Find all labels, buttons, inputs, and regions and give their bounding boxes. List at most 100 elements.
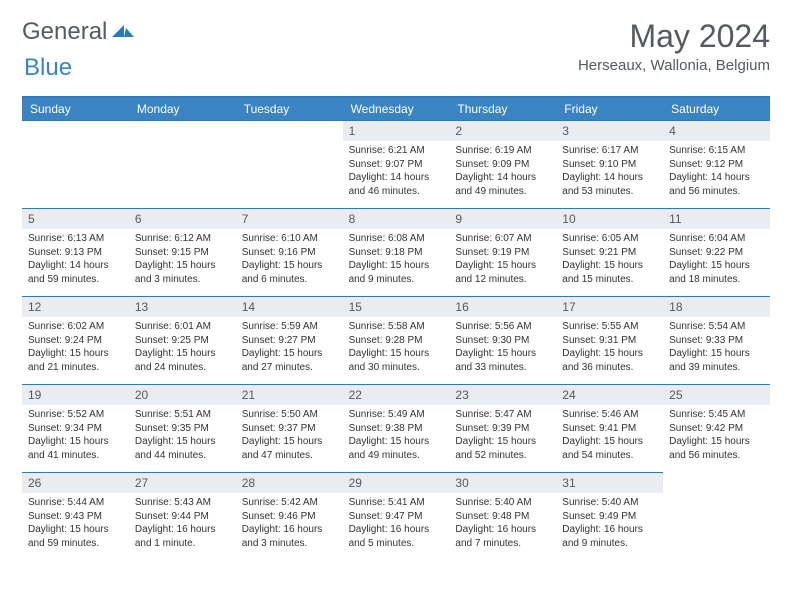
day-number: 22	[343, 385, 450, 405]
sunset-text: Sunset: 9:39 PM	[455, 422, 550, 436]
sunrise-text: Sunrise: 5:41 AM	[349, 496, 444, 510]
day-cell: 6Sunrise: 6:12 AMSunset: 9:15 PMDaylight…	[129, 208, 236, 296]
sunrise-text: Sunrise: 5:55 AM	[562, 320, 657, 334]
sunrise-text: Sunrise: 5:43 AM	[135, 496, 230, 510]
day-cell: 25Sunrise: 5:45 AMSunset: 9:42 PMDayligh…	[663, 384, 770, 472]
sunset-text: Sunset: 9:48 PM	[455, 510, 550, 524]
daylight-text: Daylight: 15 hours and 56 minutes.	[669, 435, 764, 462]
day-number: 29	[343, 473, 450, 493]
day-number: 17	[556, 297, 663, 317]
day-cell: 19Sunrise: 5:52 AMSunset: 9:34 PMDayligh…	[22, 384, 129, 472]
day-number: 25	[663, 385, 770, 405]
sunrise-text: Sunrise: 5:45 AM	[669, 408, 764, 422]
daylight-text: Daylight: 15 hours and 59 minutes.	[28, 523, 123, 550]
sunset-text: Sunset: 9:27 PM	[242, 334, 337, 348]
daylight-text: Daylight: 15 hours and 36 minutes.	[562, 347, 657, 374]
day-cell: 16Sunrise: 5:56 AMSunset: 9:30 PMDayligh…	[449, 296, 556, 384]
day-number: 13	[129, 297, 236, 317]
sunset-text: Sunset: 9:31 PM	[562, 334, 657, 348]
sunrise-text: Sunrise: 6:04 AM	[669, 232, 764, 246]
day-cell: 30Sunrise: 5:40 AMSunset: 9:48 PMDayligh…	[449, 472, 556, 560]
sunrise-text: Sunrise: 5:58 AM	[349, 320, 444, 334]
logo-text-1: General	[22, 18, 107, 46]
calendar-grid: SundayMondayTuesdayWednesdayThursdayFrid…	[22, 96, 770, 560]
day-number: 8	[343, 209, 450, 229]
sunset-text: Sunset: 9:18 PM	[349, 246, 444, 260]
day-number: 16	[449, 297, 556, 317]
day-number: 18	[663, 297, 770, 317]
daylight-text: Daylight: 15 hours and 3 minutes.	[135, 259, 230, 286]
daylight-text: Daylight: 15 hours and 12 minutes.	[455, 259, 550, 286]
day-number: 19	[22, 385, 129, 405]
day-number: 15	[343, 297, 450, 317]
sunset-text: Sunset: 9:49 PM	[562, 510, 657, 524]
sunrise-text: Sunrise: 6:15 AM	[669, 144, 764, 158]
logo-text-2: Blue	[24, 54, 72, 81]
day-cell: 15 Sunrise: 5:58 AMSunset: 9:28 PMDayligh…	[343, 296, 450, 384]
month-title: May 2024	[578, 18, 770, 55]
day-cell: 2Sunrise: 6:19 AMSunset: 9:09 PMDaylight…	[449, 120, 556, 208]
sunrise-text: Sunrise: 6:12 AM	[135, 232, 230, 246]
sunset-text: Sunset: 9:16 PM	[242, 246, 337, 260]
day-number: 23	[449, 385, 556, 405]
weekday-header: Thursday	[449, 98, 556, 120]
day-cell: 13Sunrise: 6:01 AMSunset: 9:25 PMDayligh…	[129, 296, 236, 384]
day-cell: 5Sunrise: 6:13 AMSunset: 9:13 PMDaylight…	[22, 208, 129, 296]
sunset-text: Sunset: 9:44 PM	[135, 510, 230, 524]
sunrise-text: Sunrise: 5:54 AM	[669, 320, 764, 334]
daylight-text: Daylight: 15 hours and 41 minutes.	[28, 435, 123, 462]
day-number: 5	[22, 209, 129, 229]
sunset-text: Sunset: 9:12 PM	[669, 158, 764, 172]
sunset-text: Sunset: 9:30 PM	[455, 334, 550, 348]
sunrise-text: Sunrise: 6:21 AM	[349, 144, 444, 158]
day-cell: 7Sunrise: 6:10 AMSunset: 9:16 PMDaylight…	[236, 208, 343, 296]
day-number: 28	[236, 473, 343, 493]
weekday-header: Monday	[129, 98, 236, 120]
sunset-text: Sunset: 9:15 PM	[135, 246, 230, 260]
sunset-text: Sunset: 9:37 PM	[242, 422, 337, 436]
day-cell: 23Sunrise: 5:47 AMSunset: 9:39 PMDayligh…	[449, 384, 556, 472]
day-cell: 10Sunrise: 6:05 AMSunset: 9:21 PMDayligh…	[556, 208, 663, 296]
day-cell: 12Sunrise: 6:02 AMSunset: 9:24 PMDayligh…	[22, 296, 129, 384]
daylight-text: Daylight: 16 hours and 9 minutes.	[562, 523, 657, 550]
daylight-text: Daylight: 15 hours and 39 minutes.	[669, 347, 764, 374]
day-number: 31	[556, 473, 663, 493]
daylight-text: Daylight: 14 hours and 53 minutes.	[562, 171, 657, 198]
sunrise-text: Sunrise: 5:40 AM	[455, 496, 550, 510]
sunrise-text: Sunrise: 5:52 AM	[28, 408, 123, 422]
weekday-header: Tuesday	[236, 98, 343, 120]
day-cell: 26Sunrise: 5:44 AMSunset: 9:43 PMDayligh…	[22, 472, 129, 560]
sunset-text: Sunset: 9:28 PM	[349, 334, 444, 348]
day-number: 21	[236, 385, 343, 405]
sunset-text: Sunset: 9:35 PM	[135, 422, 230, 436]
day-number: 26	[22, 473, 129, 493]
daylight-text: Daylight: 15 hours and 52 minutes.	[455, 435, 550, 462]
daylight-text: Daylight: 16 hours and 3 minutes.	[242, 523, 337, 550]
sunset-text: Sunset: 9:13 PM	[28, 246, 123, 260]
day-cell: 24Sunrise: 5:46 AMSunset: 9:41 PMDayligh…	[556, 384, 663, 472]
sunrise-text: Sunrise: 5:46 AM	[562, 408, 657, 422]
sunset-text: Sunset: 9:10 PM	[562, 158, 657, 172]
daylight-text: Daylight: 15 hours and 21 minutes.	[28, 347, 123, 374]
sunset-text: Sunset: 9:24 PM	[28, 334, 123, 348]
sunset-text: Sunset: 9:38 PM	[349, 422, 444, 436]
day-number: 7	[236, 209, 343, 229]
empty-cell	[236, 120, 343, 208]
logo: General	[22, 18, 136, 46]
sunrise-text: Sunrise: 5:59 AM	[242, 320, 337, 334]
sunset-text: Sunset: 9:19 PM	[455, 246, 550, 260]
sunset-text: Sunset: 9:21 PM	[562, 246, 657, 260]
daylight-text: Daylight: 15 hours and 33 minutes.	[455, 347, 550, 374]
day-cell: 9Sunrise: 6:07 AMSunset: 9:19 PMDaylight…	[449, 208, 556, 296]
sunrise-text: Sunrise: 5:49 AM	[349, 408, 444, 422]
sunrise-text: Sunrise: 5:40 AM	[562, 496, 657, 510]
sunrise-text: Sunrise: 6:08 AM	[349, 232, 444, 246]
sunrise-text: Sunrise: 5:42 AM	[242, 496, 337, 510]
day-number: 9	[449, 209, 556, 229]
daylight-text: Daylight: 15 hours and 30 minutes.	[349, 347, 444, 374]
sunset-text: Sunset: 9:07 PM	[349, 158, 444, 172]
day-number: 11	[663, 209, 770, 229]
daylight-text: Daylight: 15 hours and 24 minutes.	[135, 347, 230, 374]
sunrise-text: Sunrise: 6:13 AM	[28, 232, 123, 246]
sunrise-text: Sunrise: 5:44 AM	[28, 496, 123, 510]
